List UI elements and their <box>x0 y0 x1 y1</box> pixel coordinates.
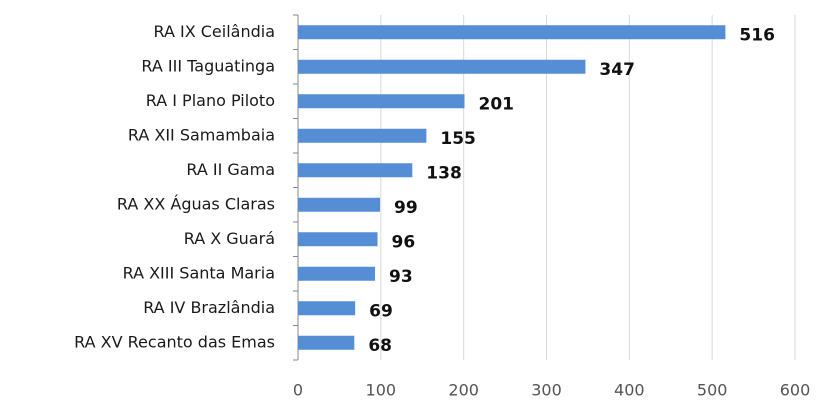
bar <box>298 25 726 40</box>
y-tick-label: RA III Taguatinga <box>141 56 275 75</box>
data-label: 201 <box>478 94 514 114</box>
y-tick-label: RA XII Samambaia <box>128 125 275 144</box>
y-tick-label: RA IV Brazlândia <box>143 298 275 317</box>
data-label: 69 <box>369 301 393 321</box>
x-tick-label: 100 <box>366 381 397 400</box>
bar <box>298 128 427 143</box>
data-label: 99 <box>394 198 418 218</box>
x-tick-label: 600 <box>780 381 811 400</box>
y-tick-label: RA X Guará <box>184 229 275 248</box>
y-tick-label: RA XX Águas Claras <box>117 194 275 213</box>
y-tick-label: RA II Gama <box>186 160 275 179</box>
bar <box>298 335 355 350</box>
y-tick-label: RA XIII Santa Maria <box>123 263 275 282</box>
data-label: 138 <box>426 163 462 183</box>
x-tick-label: 500 <box>697 381 728 400</box>
bar <box>298 266 376 281</box>
bar <box>298 94 465 109</box>
data-label: 96 <box>392 232 416 252</box>
data-label: 516 <box>739 25 775 45</box>
y-tick-label: RA IX Ceilândia <box>153 22 275 41</box>
data-label: 155 <box>440 129 476 149</box>
data-label: 68 <box>368 336 392 356</box>
bar <box>298 301 356 316</box>
y-tick-label: RA XV Recanto das Emas <box>74 332 275 351</box>
x-tick-label: 300 <box>531 381 562 400</box>
data-label: 93 <box>389 267 413 287</box>
data-label: 347 <box>599 60 635 80</box>
y-tick-label: RA I Plano Piloto <box>146 91 275 110</box>
bar <box>298 197 381 212</box>
bar <box>298 232 378 247</box>
x-tick-label: 200 <box>448 381 479 400</box>
bar <box>298 59 586 74</box>
x-tick-label: 400 <box>614 381 645 400</box>
bar <box>298 163 413 178</box>
x-tick-label: 0 <box>293 381 303 400</box>
